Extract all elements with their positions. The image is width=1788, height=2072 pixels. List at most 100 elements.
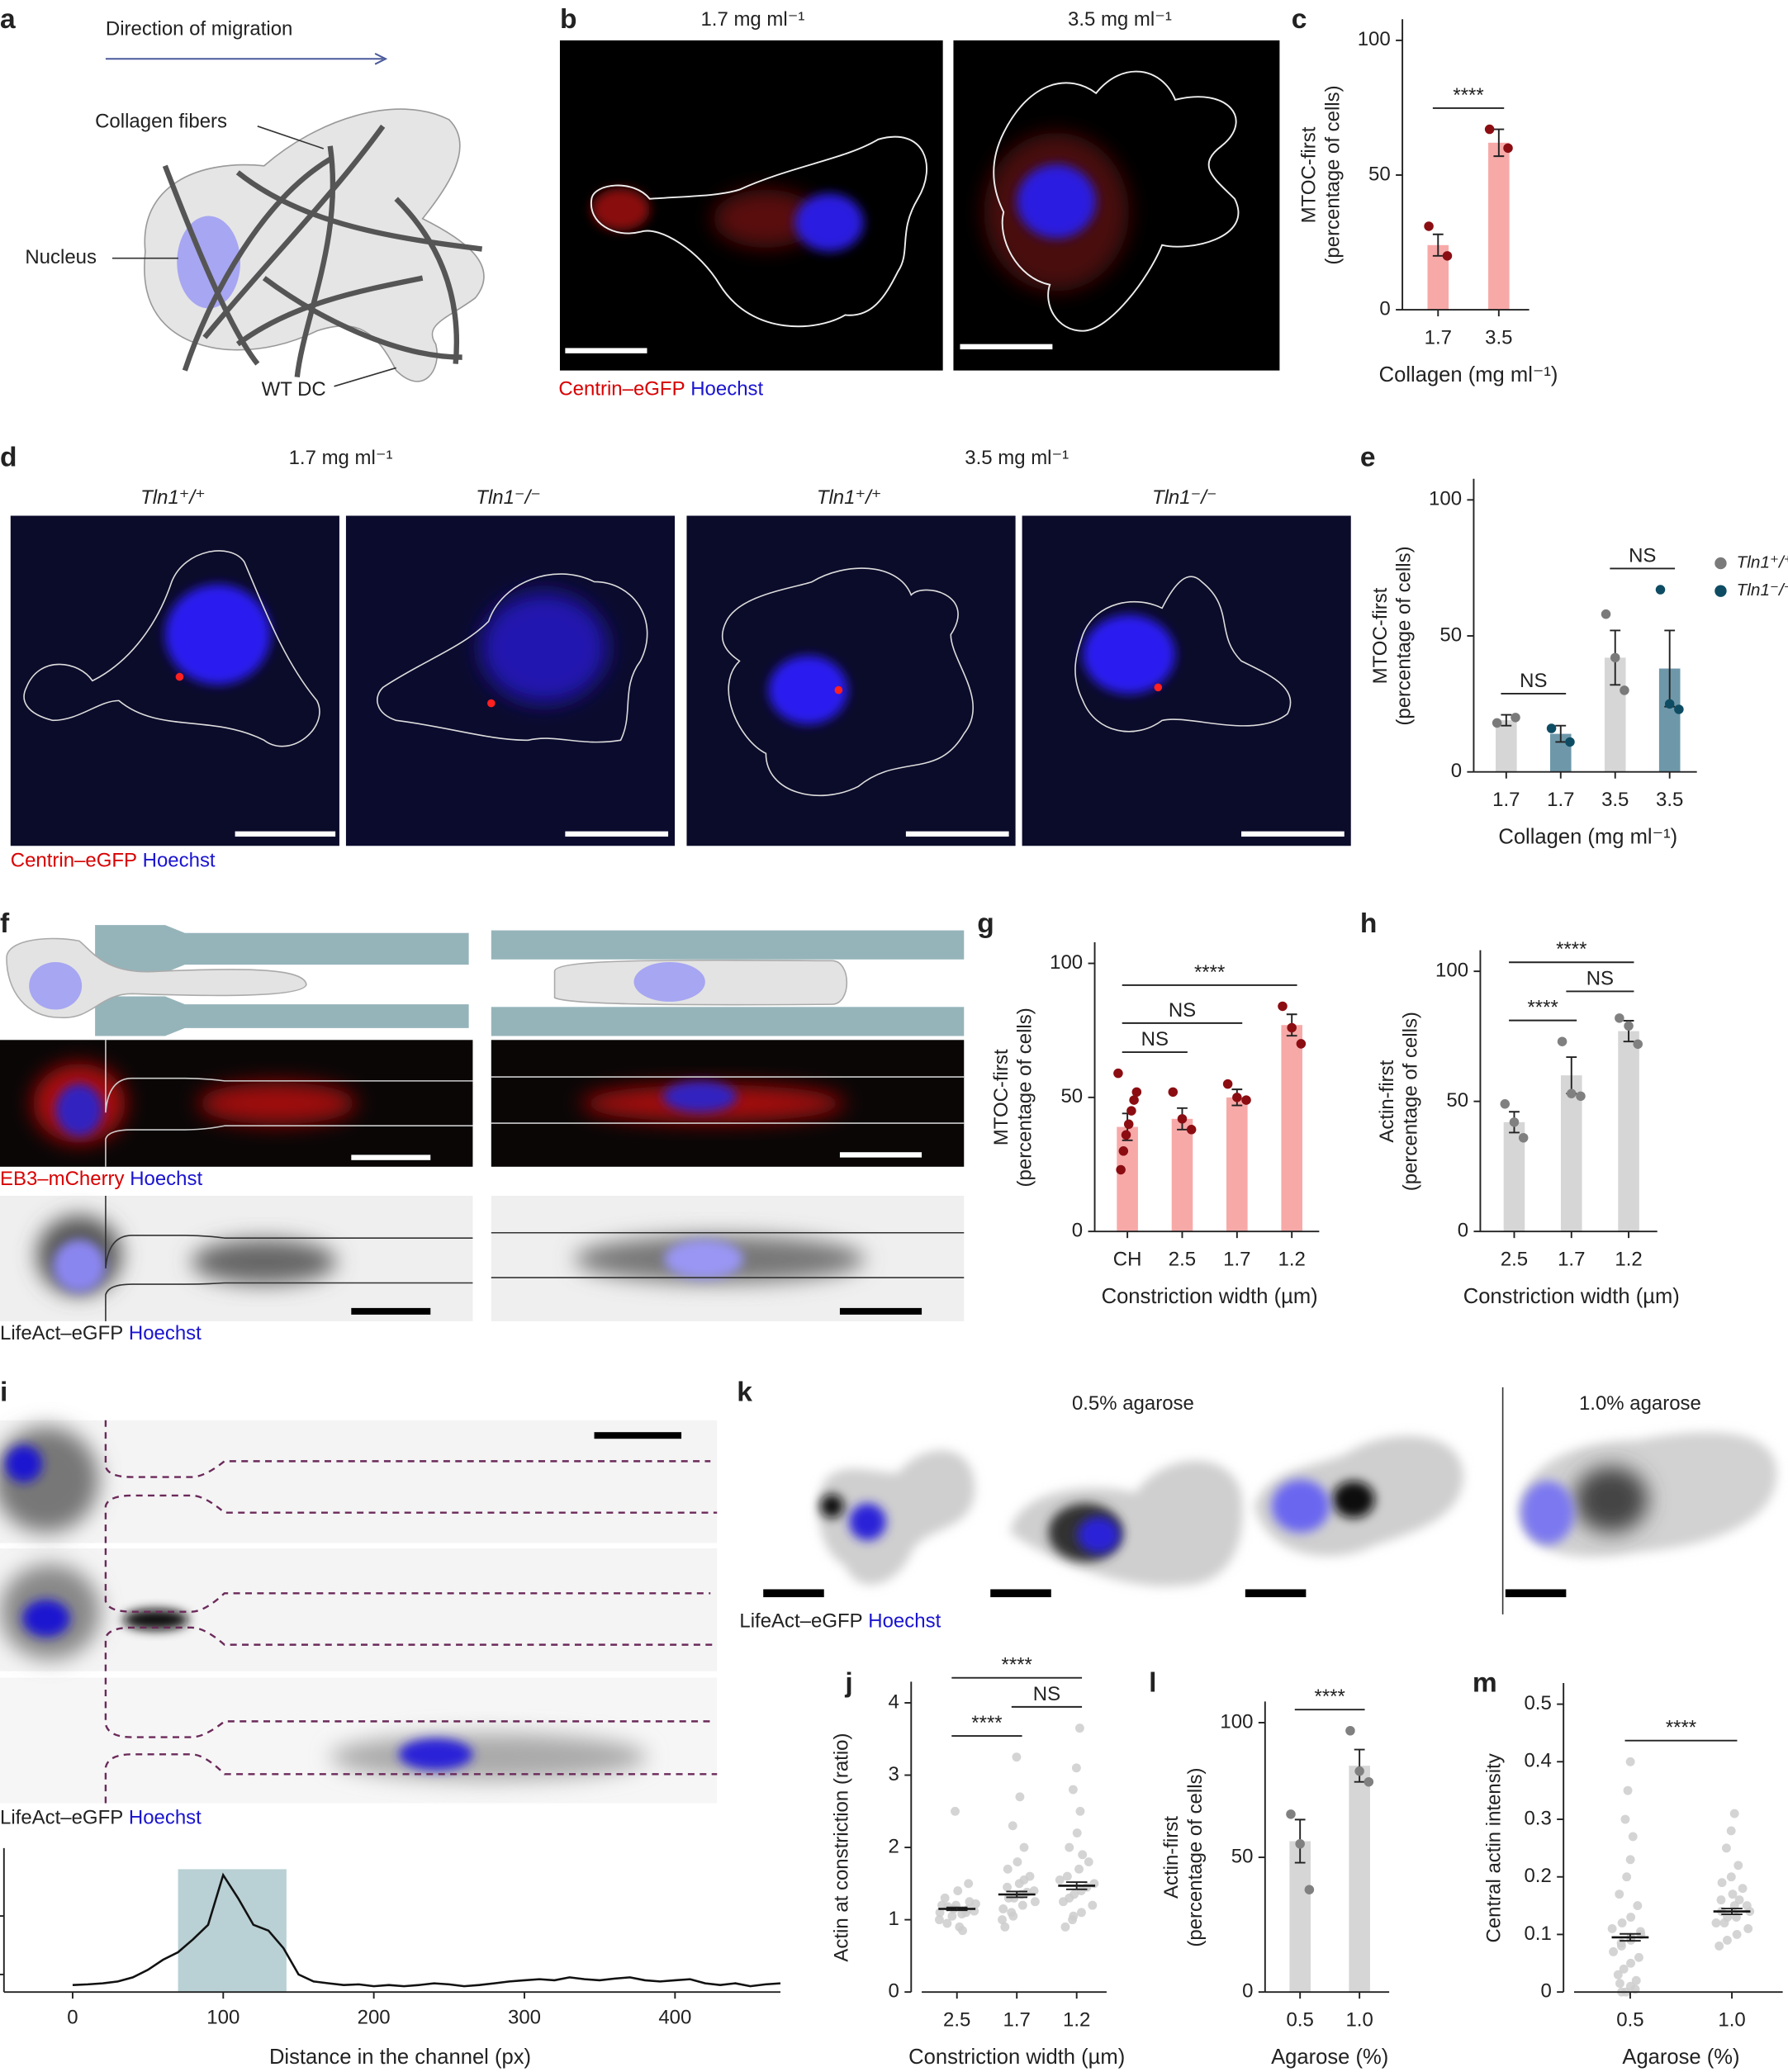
significance-label: NS (1141, 1028, 1169, 1050)
significance-label: NS (1586, 967, 1614, 989)
data-point (1733, 1861, 1743, 1870)
nucleus-signal (664, 1239, 744, 1279)
data-point (1726, 1872, 1736, 1882)
data-point (1500, 1099, 1511, 1109)
data-point (1030, 1897, 1040, 1907)
data-point (964, 1879, 974, 1889)
scale-bar (905, 831, 1009, 837)
x-axis-label: Constriction width (µm) (1102, 1285, 1318, 1308)
significance-label: **** (1666, 1717, 1696, 1739)
data-point (1633, 1901, 1643, 1911)
data-point (935, 1908, 945, 1918)
significance-label: **** (1315, 1686, 1345, 1708)
data-point (1241, 1095, 1251, 1105)
y-axis-label: (percentage of cells) (1184, 1767, 1207, 1946)
data-point (998, 1915, 1007, 1925)
actin-signal (1573, 1466, 1648, 1533)
error-bar (1620, 1932, 1641, 1942)
stain-gray: LifeAct–eGFP (0, 1807, 123, 1829)
data-point (1008, 1821, 1017, 1831)
data-point (1620, 1814, 1630, 1824)
nucleus-signal (662, 1080, 737, 1113)
nucleus-signal (164, 584, 271, 685)
y-axis-label: Actin at constriction (ratio) (830, 1733, 852, 1962)
data-point (1557, 1036, 1567, 1046)
data-point (1503, 143, 1513, 154)
data-point (1634, 1952, 1643, 1962)
data-point (1732, 1930, 1742, 1939)
data-point (1013, 1857, 1022, 1867)
data-point (1113, 1068, 1123, 1079)
panel-label: i (0, 1377, 7, 1408)
nucleus-signal (768, 655, 848, 725)
data-point (1722, 1843, 1731, 1853)
x-tick-label: 1.7 (1558, 1249, 1585, 1271)
micrograph (10, 515, 339, 846)
y-tick-label: 0.2 (1524, 1865, 1551, 1887)
significance-label: NS (1629, 544, 1656, 567)
data-point (1069, 1889, 1079, 1899)
x-axis-label: Constriction width (µm) (908, 2046, 1125, 2069)
data-point (934, 1915, 944, 1925)
stain-label: LifeAct–eGFP Hoechst (739, 1610, 941, 1633)
nucleus (177, 216, 241, 309)
data-point (1622, 1872, 1632, 1882)
panel-label: m (1473, 1667, 1497, 1698)
data-point (1633, 1039, 1643, 1050)
x-tick-label: 400 (658, 2006, 691, 2028)
y-tick-label: 0 (889, 1980, 899, 2002)
bar (1171, 1118, 1193, 1232)
y-tick-label: 100 (1220, 1710, 1253, 1733)
y-axis-label: (percentage of cells) (1014, 1008, 1036, 1187)
data-point (1072, 1828, 1082, 1837)
scale-bar (1241, 831, 1345, 837)
data-point (1625, 1855, 1635, 1865)
data-point (1121, 1130, 1131, 1140)
bar (1618, 1031, 1639, 1232)
genotype-labels: Tln1⁺/⁺ Tln1⁻/⁻ Tln1⁺/⁺ Tln1⁻/⁻ (140, 486, 1217, 509)
data-point (998, 1904, 1008, 1913)
x-tick-label: 2.5 (1169, 1249, 1196, 1271)
scale-bar (351, 1307, 431, 1315)
x-tick-label: 1.7 (1547, 789, 1574, 811)
condition-label: 3.5 mg ml⁻¹ (1068, 8, 1172, 31)
data-point (1615, 1979, 1624, 1989)
x-axis-label: Constriction width (µm) (1463, 1285, 1680, 1308)
scale-bar (351, 1155, 431, 1160)
data-point (1576, 1091, 1586, 1102)
legend-label: Tln1⁻/⁻ (1737, 581, 1788, 600)
centrosome (175, 672, 184, 681)
stain-label: EB3–mCherry Hoechst (0, 1168, 202, 1190)
channel-wall (491, 930, 965, 960)
channel-wall (95, 925, 469, 973)
panel-label: l (1149, 1667, 1156, 1698)
data-point (1003, 1864, 1013, 1874)
y-tick-label: 0 (1379, 297, 1390, 320)
cell-outline (993, 70, 1240, 332)
y-tick-label: 50 (1439, 623, 1462, 646)
y-axis-label: MTOC-first (1369, 587, 1392, 684)
x-tick-label: 3.5 (1601, 789, 1629, 811)
data-point (1287, 1022, 1297, 1033)
data-point (1295, 1838, 1305, 1849)
x-tick-label: 2.5 (943, 2009, 970, 2032)
stain-label: Centrin–eGFP Hoechst (558, 378, 763, 401)
data-point (1062, 1871, 1072, 1881)
error-bar (1493, 128, 1505, 158)
y-tick-label: 0 (1540, 1980, 1551, 2002)
nucleus-signal (794, 193, 864, 252)
x-tick-label: 1.7 (1492, 789, 1520, 811)
x-tick-label: 0.5 (1616, 2009, 1643, 2032)
cell (6, 937, 307, 1018)
stain-blue: Hoechst (690, 378, 763, 401)
panel-label: k (737, 1377, 752, 1408)
data-point (1075, 1806, 1085, 1816)
data-point (1364, 1776, 1374, 1787)
x-tick-label: 100 (206, 2006, 240, 2028)
data-point (1616, 1938, 1626, 1948)
data-point (1074, 1724, 1084, 1733)
data-point (957, 1909, 967, 1919)
micrograph (686, 515, 1016, 846)
y-tick-label: 100 (1435, 959, 1468, 981)
